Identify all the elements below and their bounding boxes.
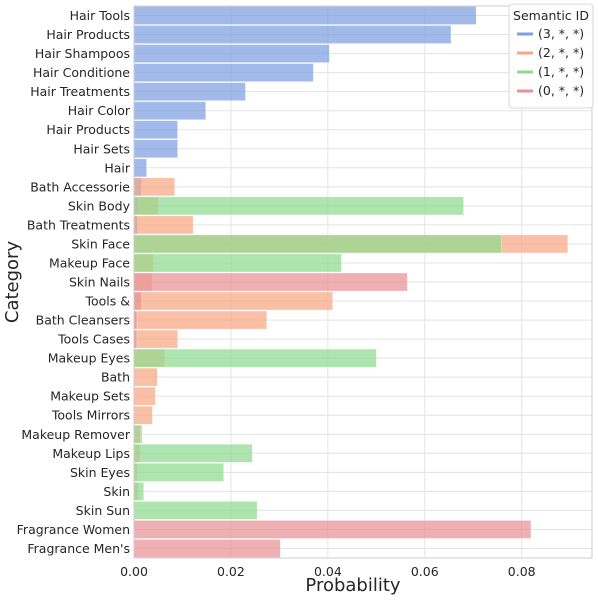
y-tick-label: Tools Mirrors xyxy=(51,408,130,423)
y-tick-label: Tools Cases xyxy=(57,332,130,347)
y-tick-label: Fragrance Men's xyxy=(27,541,130,556)
y-axis-label: Category xyxy=(2,241,23,324)
y-tick-label: Bath Accessorie xyxy=(30,179,130,194)
bar-2-16 xyxy=(133,310,268,330)
y-tick-label: Skin Eyes xyxy=(70,465,130,480)
bar-1-22 xyxy=(133,424,142,444)
y-tick-label: Hair xyxy=(104,160,131,175)
y-tick-label: Hair Tools xyxy=(70,8,130,23)
bar-1-13 xyxy=(133,253,342,273)
y-tick-label: Hair Treatments xyxy=(30,84,130,99)
bar-3-5 xyxy=(133,101,207,121)
x-tick-label: 0.00 xyxy=(120,564,148,579)
bar-2-15 xyxy=(133,291,334,311)
legend-title: Semantic ID xyxy=(513,8,589,23)
x-tick-label: 0.06 xyxy=(411,564,439,579)
axis-layer: Hair Tools Hair Products Hair Shampoos Hair… xyxy=(2,5,593,596)
x-tick-label: 0.04 xyxy=(314,564,342,579)
y-tick-label: Fragrance Women xyxy=(17,522,130,537)
legend-box xyxy=(508,3,594,109)
bar-2-21 xyxy=(133,405,153,425)
y-tick-label: Makeup Face xyxy=(49,255,130,270)
bar-1-26 xyxy=(133,501,258,520)
bar-3-8 xyxy=(133,158,147,178)
legend-entry-label: (1, *, *) xyxy=(538,64,584,79)
legend-entry-label: (3, *, *) xyxy=(538,26,584,41)
y-tick-label: Bath xyxy=(101,370,130,385)
y-tick-label: Skin Face xyxy=(71,236,130,251)
y-tick-label: Hair Conditione xyxy=(33,65,130,80)
y-tick-label: Hair Products xyxy=(46,27,130,42)
bar-1-24 xyxy=(133,463,224,482)
legend: Semantic ID (3, *, *) (2, *, *) (1, *, *) (0… xyxy=(508,3,594,109)
x-tick-label: 0.02 xyxy=(217,564,245,579)
y-tick-label: Bath Cleansers xyxy=(36,313,130,328)
plot-frame xyxy=(133,5,593,559)
bar-2-17 xyxy=(133,329,178,349)
y-tick-label: Skin Sun xyxy=(76,503,130,518)
y-tick-label: Skin Nails xyxy=(69,275,130,290)
bar-0-28 xyxy=(133,539,281,558)
y-tick-label: Hair Sets xyxy=(73,141,130,156)
bar-1-10 xyxy=(133,196,464,216)
bar-2-9 xyxy=(133,177,176,197)
bar-3-2 xyxy=(133,44,330,63)
legend-entry-label: (2, *, *) xyxy=(538,45,584,60)
legend-entry-label: (0, *, *) xyxy=(538,83,584,98)
bar-0-15 xyxy=(133,291,143,311)
bar-2-11 xyxy=(133,215,194,235)
bar-0-14 xyxy=(133,272,408,292)
y-tick-label: Makeup Sets xyxy=(50,389,130,404)
bar-3-3 xyxy=(133,63,314,82)
bar-3-7 xyxy=(133,139,178,159)
y-tick-label: Skin Body xyxy=(68,198,131,213)
x-tick-label: 0.08 xyxy=(508,564,536,579)
y-tick-label: Hair Color xyxy=(68,103,131,118)
y-tick-label: Tools & xyxy=(84,294,130,309)
y-tick-label: Skin xyxy=(103,484,130,499)
bar-2-19 xyxy=(133,367,158,387)
bar-1-18 xyxy=(133,348,377,368)
y-tick-label: Hair Products xyxy=(46,122,130,137)
bar-3-6 xyxy=(133,120,178,140)
y-tick-label: Makeup Eyes xyxy=(48,351,130,366)
y-tick-label: Makeup Lips xyxy=(52,446,130,461)
bar-3-0 xyxy=(133,6,477,25)
y-tick-label: Makeup Remover xyxy=(21,427,130,442)
bar-1-23 xyxy=(133,443,253,463)
bar-1-12 xyxy=(133,234,502,254)
bar-3-4 xyxy=(133,82,246,101)
x-axis-label: Probability xyxy=(305,575,400,596)
bar-1-25 xyxy=(133,482,144,501)
bar-2-20 xyxy=(133,386,156,406)
bar-0-27 xyxy=(133,520,532,539)
bar-3-1 xyxy=(133,25,452,44)
y-tick-label: Bath Treatments xyxy=(27,217,130,232)
y-tick-label: Hair Shampoos xyxy=(35,46,130,61)
